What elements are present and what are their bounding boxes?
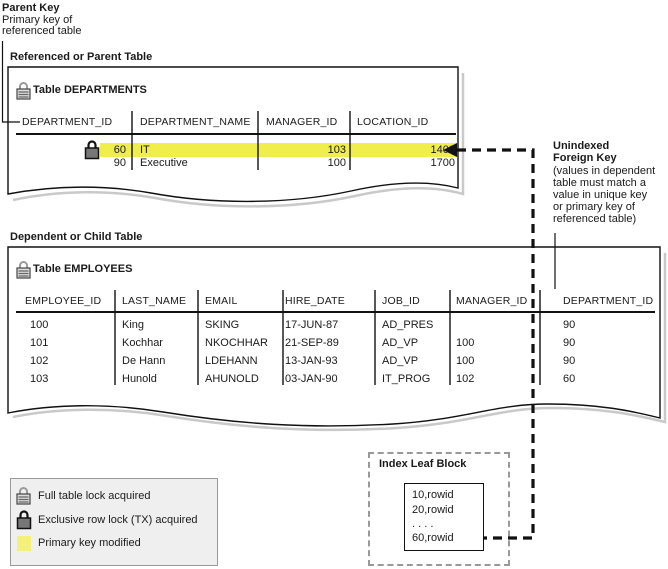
unindexed-fk-desc-4: or primary key of <box>553 201 635 213</box>
child-col-header-4: JOB_ID <box>382 295 420 307</box>
parent-key-desc-2: referenced table <box>2 25 82 37</box>
child-cell: 90 <box>563 319 576 331</box>
parent-cell: 103 <box>327 144 346 156</box>
child-cell: 13-JAN-93 <box>285 355 338 367</box>
child-cell: AD_PRES <box>382 319 434 331</box>
parent-table-title: Table DEPARTMENTS <box>33 84 147 96</box>
child-col-header-0: EMPLOYEE_ID <box>25 295 102 307</box>
full-table-lock-icon <box>16 487 31 505</box>
parent-key-title: Parent Key <box>2 2 60 14</box>
row-lock-icon <box>84 140 100 160</box>
child-cell: 90 <box>563 355 576 367</box>
child-cell: 17-JUN-87 <box>285 319 339 331</box>
unindexed-fk-title-1: Unindexed <box>553 140 610 152</box>
child-col-header-6: DEPARTMENT_ID <box>563 295 654 307</box>
parent-key-desc-1: Primary key of <box>2 14 73 26</box>
child-cell: 03-JAN-90 <box>285 373 338 385</box>
legend-label-row-lock: Exclusive row lock (TX) acquired <box>38 514 198 526</box>
parent-cell: 1400 <box>430 144 455 156</box>
child-cell: 101 <box>30 337 49 349</box>
row-lock-icon <box>16 510 32 530</box>
child-cell: NKOCHHAR <box>205 337 268 349</box>
index-leaf-block-title: Index Leaf Block <box>379 458 467 470</box>
child-table-title: Table EMPLOYEES <box>33 263 133 275</box>
parent-col-header-1: DEPARTMENT_NAME <box>140 116 251 128</box>
child-cell: LDEHANN <box>205 355 258 367</box>
child-cell: 100 <box>456 337 475 349</box>
parent-cell: 100 <box>327 157 346 169</box>
index-entry: 20,rowid <box>412 504 454 516</box>
legend-label-primary-key-modified: Primary key modified <box>38 537 141 549</box>
legend-box <box>10 478 218 566</box>
child-cell: IT_PROG <box>382 373 431 385</box>
child-cell: 100 <box>456 355 475 367</box>
parent-col-header-3: LOCATION_ID <box>357 116 429 128</box>
child-section-label: Dependent or Child Table <box>10 231 143 243</box>
child-cell: Kochhar <box>122 337 163 349</box>
parent-col-header-0: DEPARTMENT_ID <box>22 116 113 128</box>
unindexed-fk-desc-3: value in unique key <box>553 189 648 201</box>
child-cell: 90 <box>563 337 576 349</box>
parent-cell: 1700 <box>430 157 455 169</box>
legend-label-full-table-lock: Full table lock acquired <box>38 490 151 502</box>
child-col-header-1: LAST_NAME <box>122 295 187 307</box>
child-cell: De Hann <box>122 355 166 367</box>
child-cell: 21-SEP-89 <box>285 337 339 349</box>
child-cell: Hunold <box>122 373 157 385</box>
parent-col-header-2: MANAGER_ID <box>266 116 338 128</box>
full-table-lock-icon <box>16 82 31 100</box>
child-col-header-5: MANAGER_ID <box>456 295 528 307</box>
unindexed-fk-desc-2: table must match a <box>553 177 646 189</box>
primary-key-swatch <box>17 536 31 551</box>
full-table-lock-icon <box>16 261 31 279</box>
child-cell: 103 <box>30 373 49 385</box>
parent-section-label: Referenced or Parent Table <box>10 51 153 63</box>
unindexed-fk-desc-1: (values in dependent <box>553 165 656 177</box>
child-cell: AD_VP <box>382 355 419 367</box>
child-col-header-2: EMAIL <box>205 295 238 307</box>
child-cell: AHUNOLD <box>205 373 259 385</box>
child-col-header-3: HIRE_DATE <box>285 295 345 307</box>
unindexed-fk-desc-5: referenced table) <box>553 213 637 225</box>
child-cell: AD_VP <box>382 337 419 349</box>
index-entry: 10,rowid <box>412 489 454 501</box>
child-cell: 60 <box>563 373 576 385</box>
child-cell: King <box>122 319 145 331</box>
unindexed-fk-title-2: Foreign Key <box>553 152 617 164</box>
child-cell: SKING <box>205 319 240 331</box>
child-cell: 102 <box>30 355 49 367</box>
index-entry: . . . . <box>412 518 434 530</box>
parent-cell: Executive <box>140 157 188 169</box>
child-cell: 102 <box>456 373 475 385</box>
index-entry: 60,rowid <box>412 532 454 544</box>
child-cell: 100 <box>30 319 49 331</box>
parent-cell: IT <box>140 144 150 156</box>
